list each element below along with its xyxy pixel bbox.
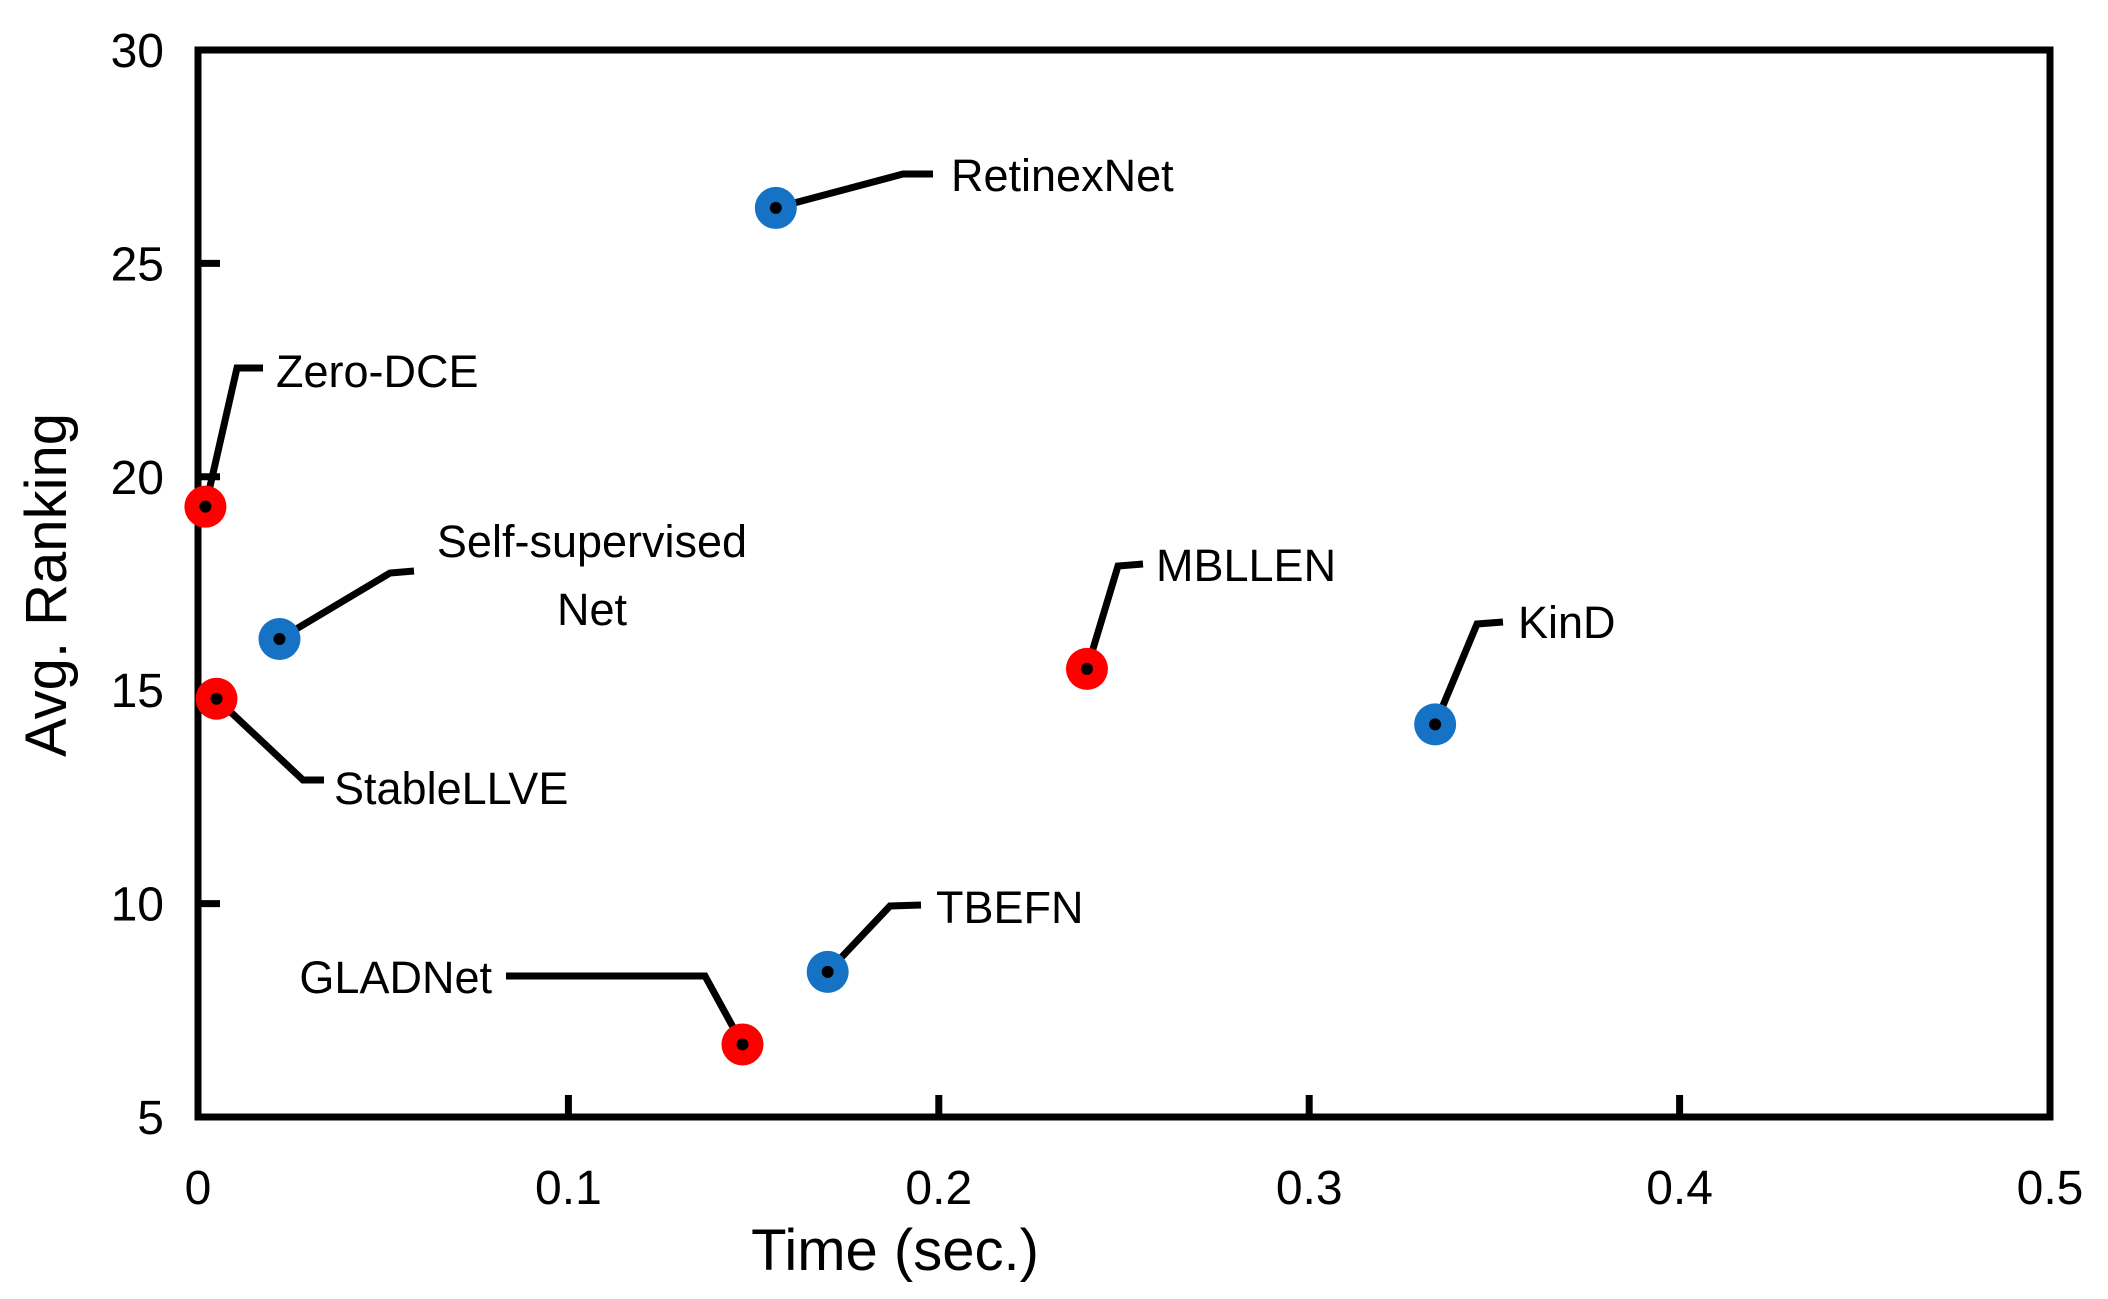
data-point-center-gladnet	[736, 1038, 749, 1051]
data-point-center-mbllen	[1080, 662, 1093, 675]
x-tick-label: 0.1	[535, 1162, 602, 1215]
x-tick-label: 0	[185, 1162, 212, 1215]
x-tick-label: 0.3	[1276, 1162, 1343, 1215]
point-label-kind: KinD	[1518, 597, 1616, 648]
y-tick-label: 20	[111, 452, 164, 505]
data-point-center-retinexnet	[769, 201, 782, 214]
data-point-center-self-supervised-net	[273, 632, 286, 645]
leader-line-mbllen	[1083, 560, 1144, 670]
x-axis-title: Time (sec.)	[751, 1218, 1039, 1283]
y-tick-label: 30	[111, 25, 164, 78]
y-tick-label: 25	[111, 238, 164, 291]
point-label-retinexnet: RetinexNet	[951, 150, 1174, 201]
point-label-tbefn: TBEFN	[936, 882, 1084, 933]
point-label-zero-dce: Zero-DCE	[276, 346, 479, 397]
point-label-mbllen: MBLLEN	[1156, 540, 1336, 591]
data-point-center-kind	[1429, 718, 1442, 731]
point-label-self-supervised-net-line2: Net	[557, 584, 628, 635]
leader-line-retinexnet	[774, 170, 933, 212]
leader-line-self-supervised-net	[277, 567, 415, 642]
x-tick-label: 0.4	[1646, 1162, 1713, 1215]
leader-line-gladnet	[506, 972, 746, 1047]
y-axis-title: Avg. Ranking	[14, 413, 79, 757]
point-label-stablellve: StableLLVE	[334, 763, 568, 814]
plot-area-border	[194, 46, 2054, 1121]
data-point-labels: Zero-DCE Self-supervised Net StableLLVE Reti…	[276, 150, 1616, 1003]
point-label-self-supervised-net-line1: Self-supervised	[437, 516, 747, 567]
leader-line-zero-dce	[201, 364, 263, 508]
x-tick-label: 0.5	[2017, 1162, 2084, 1215]
y-tick-label: 5	[137, 1092, 164, 1145]
leader-line-tbefn	[825, 901, 922, 975]
y-tick-label: 10	[111, 879, 164, 932]
x-tick-label: 0.2	[905, 1162, 972, 1215]
data-points	[184, 186, 1457, 1066]
data-point-center-zero-dce	[199, 500, 212, 513]
data-point-center-tbefn	[821, 965, 834, 978]
y-tick-label: 15	[111, 665, 164, 718]
x-axis-ticks: 0 0.1 0.2 0.3 0.4 0.5	[185, 1095, 2084, 1215]
data-point-center-stablellve	[210, 692, 223, 705]
y-axis-ticks: 5 10 15 20 25 30	[111, 25, 220, 1145]
leader-lines	[201, 170, 1504, 1047]
point-label-gladnet: GLADNet	[299, 952, 492, 1003]
leader-line-kind	[1431, 618, 1504, 726]
leader-line-stablellve	[214, 696, 324, 784]
